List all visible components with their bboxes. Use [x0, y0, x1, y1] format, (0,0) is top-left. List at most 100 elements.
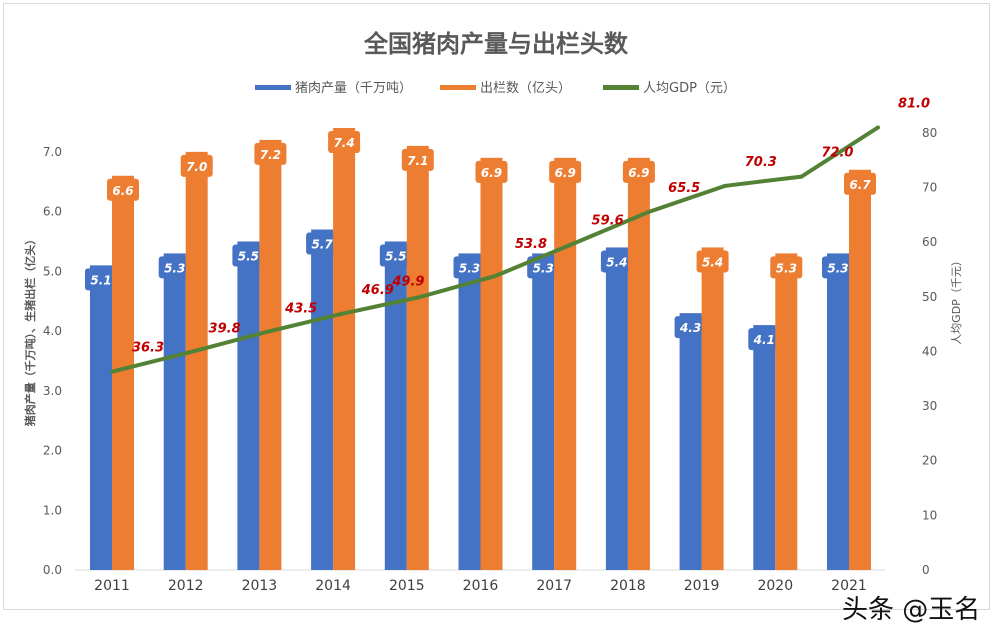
gdp-data-label: 49.9: [391, 274, 424, 289]
bar-hogs: [259, 139, 282, 571]
bar-data-label: 5.3: [164, 261, 185, 275]
gdp-point: [263, 330, 268, 335]
bar-label-box: [453, 256, 486, 279]
bar-label-box: [232, 244, 265, 267]
bar-data-label: 6.9: [481, 166, 502, 180]
y2-tick-label: 0: [922, 563, 930, 577]
gdp-data-label: 72.0: [821, 146, 853, 161]
bar-data-label: 5.3: [776, 261, 797, 275]
bar-pork: [532, 253, 555, 570]
bar-data-label: 5.4: [702, 255, 723, 269]
bar-data-label: 5.7: [311, 238, 333, 252]
bar-hogs: [701, 247, 724, 570]
bar-hogs: [627, 157, 650, 570]
bar-data-label: 7.0: [186, 160, 207, 174]
gdp-data-label: 65.5: [668, 181, 700, 196]
y-tick-label: 3.0: [43, 384, 62, 398]
bar-pork: [679, 313, 702, 570]
bar-label-box: [475, 160, 508, 183]
bar-hogs: [554, 157, 577, 570]
bar-data-label: 5.3: [459, 261, 480, 275]
legend-swatch-0: [255, 85, 291, 90]
gdp-point: [416, 295, 421, 300]
x-tick-label: 2016: [463, 578, 499, 594]
y-axis-title: 猪肉产量（千万吨）、生猪出栏（亿头）: [23, 234, 37, 428]
y2-tick-label: 10: [922, 508, 937, 522]
bar-data-label: 5.4: [606, 255, 627, 269]
bar-data-label: 5.1: [90, 273, 111, 287]
y2-axis-title: 人均GDP（千元）: [950, 255, 963, 345]
x-tick-label: 2012: [168, 578, 204, 594]
bar-data-label: 7.2: [260, 148, 281, 162]
bar-hogs: [333, 127, 356, 571]
gdp-data-label: 43.5: [284, 301, 317, 316]
bar-data-label: 5.5: [385, 249, 406, 263]
bar-label-box: [379, 244, 412, 267]
bar-hogs: [185, 151, 208, 570]
bar-data-label: 7.4: [333, 136, 354, 150]
bar-label-box: [622, 160, 655, 183]
bar-pork: [458, 253, 481, 570]
bar-label-box: [822, 256, 854, 279]
legend-swatch-2: [603, 85, 639, 90]
x-tick-label: 2020: [757, 578, 793, 594]
bar-pork: [90, 265, 112, 570]
bar-data-label: 6.9: [555, 166, 576, 180]
bar-hogs: [775, 253, 798, 570]
bar-label-box: [328, 130, 361, 153]
x-tick-label: 2017: [536, 578, 572, 594]
legend-label-0: 猪肉产量（千万吨）: [295, 81, 412, 96]
legend-label-2: 人均GDP（元）: [643, 81, 736, 96]
chart-title: 全国猪肉产量与出栏头数: [363, 30, 629, 58]
y-tick-label: 6.0: [43, 205, 62, 219]
y-tick-label: 1.0: [43, 503, 62, 517]
bar-label-box: [748, 328, 781, 351]
bar-hogs: [849, 169, 871, 570]
y2-tick-label: 30: [922, 399, 937, 413]
y2-tick-label: 80: [922, 126, 937, 140]
y2-tick-label: 40: [922, 344, 937, 358]
gdp-point: [646, 210, 651, 215]
gdp-data-label: 53.8: [515, 237, 547, 252]
y-tick-label: 7.0: [43, 145, 62, 159]
y2-tick-label: 20: [922, 454, 937, 468]
bar-pork: [827, 253, 849, 570]
gdp-point: [186, 350, 191, 355]
bar-label-box: [306, 232, 339, 255]
bar-label-box: [600, 250, 633, 273]
bar-label-box: [844, 172, 876, 195]
gdp-data-label: 46.9: [361, 283, 394, 298]
y-tick-label: 5.0: [43, 264, 62, 278]
bar-label-box: [401, 148, 434, 171]
bar-data-label: 5.5: [238, 249, 259, 263]
chart-frame: [3, 3, 990, 610]
x-tick-label: 2021: [831, 578, 867, 594]
bar-data-label: 5.3: [533, 261, 554, 275]
bar-label-box: [180, 154, 213, 177]
watermark: 头条 @玉名: [842, 595, 981, 625]
bar-label-box: [527, 256, 560, 279]
y-tick-label: 4.0: [43, 324, 62, 338]
bar-label-box: [254, 142, 287, 165]
bar-label-box: [696, 250, 729, 273]
bar-pork: [605, 247, 628, 570]
bar-data-label: 5.3: [827, 261, 848, 275]
gdp-data-label: 81.0: [898, 96, 930, 111]
gdp-data-label: 39.8: [209, 322, 241, 337]
y-tick-label: 2.0: [43, 444, 62, 458]
gdp-data-label: 59.6: [592, 213, 624, 228]
bar-label-box: [674, 316, 707, 339]
bar-data-label: 4.3: [679, 321, 701, 335]
gdp-point: [876, 125, 880, 130]
bar-hogs: [480, 157, 503, 570]
bar-hogs: [406, 145, 429, 571]
x-tick-label: 2018: [610, 578, 646, 594]
x-tick-label: 2019: [684, 578, 720, 594]
gdp-point: [339, 311, 344, 316]
bar-label-box: [107, 178, 139, 201]
x-tick-label: 2013: [242, 578, 278, 594]
x-tick-label: 2011: [94, 578, 130, 594]
bar-hogs: [112, 175, 134, 570]
gdp-data-label: 70.3: [745, 155, 777, 170]
